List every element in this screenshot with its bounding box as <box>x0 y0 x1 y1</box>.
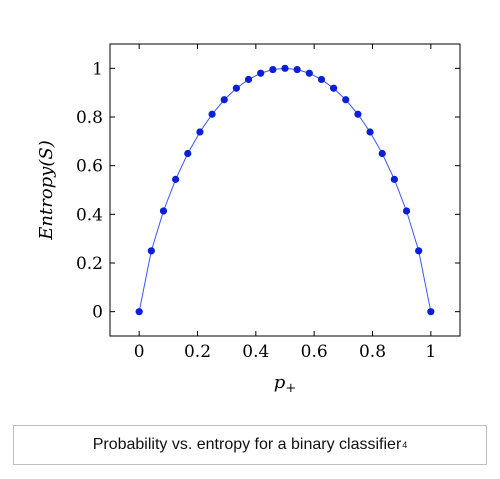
data-point <box>148 247 155 254</box>
y-tick-label: 0.4 <box>76 205 103 225</box>
x-tick-label: 0.4 <box>242 342 269 362</box>
entropy-chart: 0 0.2 0.4 0.6 0.8 1 0 0.2 0.4 0.6 0.8 1 p+ Entropy… <box>0 0 500 400</box>
data-point <box>415 247 422 254</box>
x-axis-label: p+ <box>274 372 296 396</box>
y-tick-label: 0.2 <box>76 254 103 274</box>
y-ticks: 0 0.2 0.4 0.6 0.8 1 <box>76 59 460 322</box>
x-tick-label: 0.6 <box>301 342 328 362</box>
data-point <box>366 128 373 135</box>
y-tick-label: 0 <box>92 303 103 323</box>
data-point <box>342 96 349 103</box>
data-point <box>391 176 398 183</box>
x-ticks: 0 0.2 0.4 0.6 0.8 1 <box>134 44 436 362</box>
y-axis-label: Entropy(S) <box>36 140 57 240</box>
x-tick-label: 0 <box>134 342 145 362</box>
data-point <box>257 70 264 77</box>
data-point <box>269 66 276 73</box>
data-point <box>184 150 191 157</box>
figure-caption: Probability vs. entropy for a binary cla… <box>13 425 487 465</box>
y-tick-label: 0.6 <box>76 157 103 177</box>
data-point <box>427 308 434 315</box>
data-point <box>136 308 143 315</box>
data-point <box>318 76 325 83</box>
data-points <box>136 65 435 316</box>
data-point <box>330 85 337 92</box>
data-point <box>245 76 252 83</box>
data-point <box>196 128 203 135</box>
data-point <box>160 207 167 214</box>
data-point <box>221 96 228 103</box>
data-point <box>354 111 361 118</box>
x-tick-label: 0.2 <box>184 342 211 362</box>
data-point <box>172 176 179 183</box>
plot-frame <box>110 44 460 336</box>
series-line <box>139 68 431 311</box>
data-point <box>306 70 313 77</box>
data-point <box>281 65 288 72</box>
caption-footnote-marker: 4 <box>402 440 407 450</box>
data-point <box>403 207 410 214</box>
y-tick-label: 0.8 <box>76 108 103 128</box>
data-point <box>233 85 240 92</box>
x-tick-label: 1 <box>425 342 436 362</box>
data-point <box>294 66 301 73</box>
caption-text: Probability vs. entropy for a binary cla… <box>93 436 402 454</box>
x-tick-label: 0.8 <box>359 342 386 362</box>
data-point <box>208 111 215 118</box>
y-tick-label: 1 <box>92 59 103 79</box>
data-point <box>379 150 386 157</box>
